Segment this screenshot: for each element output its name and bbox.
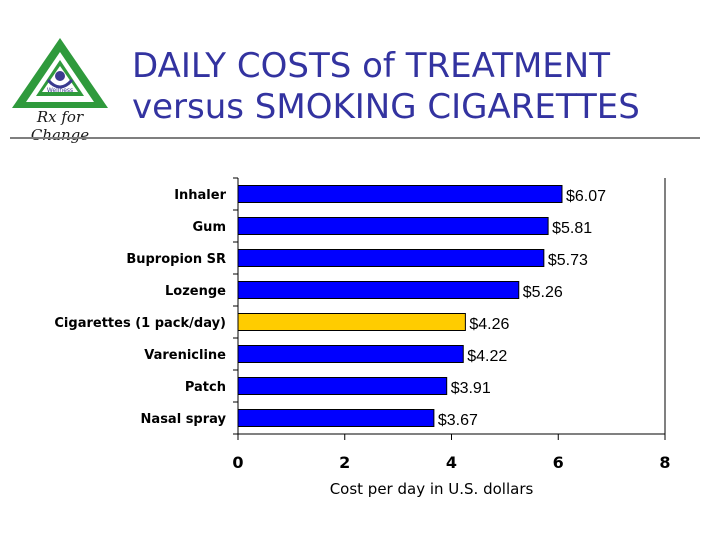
x-tick-label: 4 (446, 453, 457, 472)
data-label: $5.26 (523, 284, 563, 301)
rx-for-change-logo: Wellness (8, 36, 112, 136)
data-label: $5.81 (552, 220, 592, 237)
title-line-2: versus SMOKING CIGARETTES (132, 87, 640, 127)
logo-tagline: Rx for Change (30, 108, 90, 144)
x-tick-label: 6 (553, 453, 564, 472)
x-tick-label: 2 (339, 453, 350, 472)
bar (237, 217, 549, 235)
bar (237, 249, 545, 267)
data-label: $5.73 (548, 252, 588, 269)
bar (237, 409, 435, 427)
bar (237, 345, 464, 363)
title-divider (10, 137, 700, 139)
bar (237, 281, 520, 299)
category-label: Nasal spray (141, 412, 227, 427)
logo-small-text: Wellness (47, 87, 73, 94)
title-line-1: DAILY COSTS of TREATMENT (132, 46, 610, 86)
data-label: $4.26 (469, 316, 509, 333)
category-label: Gum (193, 220, 226, 235)
x-tick-label: 8 (659, 453, 670, 472)
category-label: Bupropion SR (126, 252, 226, 267)
data-label: $3.91 (451, 380, 491, 397)
data-label: $3.67 (438, 412, 478, 429)
bar (237, 377, 448, 395)
bar (237, 313, 466, 331)
x-tick-label: 0 (232, 453, 243, 472)
category-label: Lozenge (165, 284, 226, 299)
category-label: Inhaler (174, 188, 226, 203)
data-label: $6.07 (566, 188, 606, 205)
logo-triangle-icon: Wellness (12, 38, 108, 108)
data-label: $4.22 (467, 348, 507, 365)
category-label: Cigarettes (1 pack/day) (54, 316, 226, 331)
x-axis-title: Cost per day in U.S. dollars (330, 480, 534, 498)
bar (237, 185, 563, 203)
slide-title: DAILY COSTS of TREATMENT versus SMOKING … (132, 46, 640, 128)
category-label: Patch (185, 380, 226, 395)
category-label: Varenicline (144, 348, 226, 363)
